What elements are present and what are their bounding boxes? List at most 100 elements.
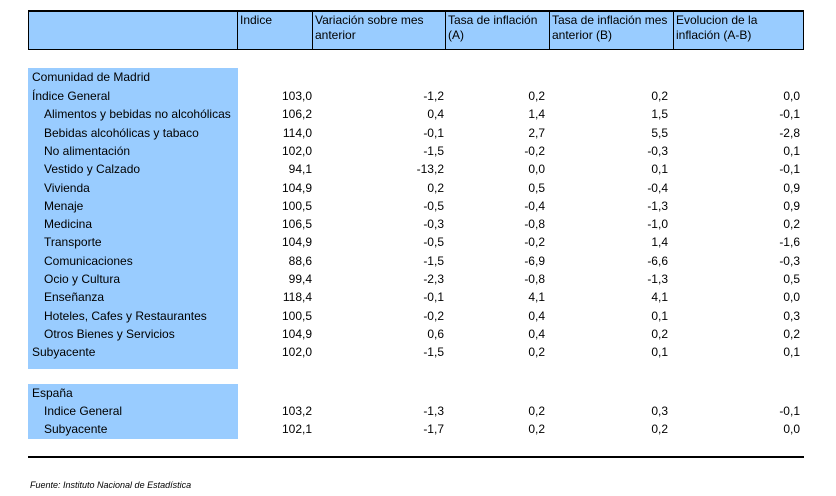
espana-row: Indice General 103,2 -1,3 0,2 0,3 -0,1 <box>0 402 836 420</box>
row-value: -2,8 <box>779 125 800 140</box>
row-value: 0,2 <box>651 326 668 341</box>
espana-label-band <box>28 384 238 439</box>
row-value: 0,9 <box>783 198 800 213</box>
row-value: -1,2 <box>423 89 444 103</box>
row-value: 1,4 <box>528 107 545 122</box>
madrid-row: No alimentación 102,0 -1,5 -0,2 -0,3 0,1 <box>0 142 836 160</box>
row-value: -0,2 <box>524 235 545 250</box>
madrid-row: Transporte 104,9 -0,5 -0,2 1,4 -1,6 <box>0 233 836 251</box>
row-value: 0,2 <box>783 217 800 232</box>
madrid-row: Menaje 100,5 -0,5 -0,4 -1,3 0,9 <box>0 197 836 215</box>
row-value: 5,5 <box>651 125 668 140</box>
bottom-rule <box>28 456 804 458</box>
row-value: 0,1 <box>651 345 668 360</box>
row-value: 100,5 <box>281 308 312 323</box>
row-label: Índice General <box>32 89 111 103</box>
row-value: -0,1 <box>423 290 444 305</box>
row-value: -0,5 <box>423 198 444 213</box>
row-value: 0,9 <box>783 180 800 195</box>
row-value: 94,1 <box>288 162 312 177</box>
row-value: -6,6 <box>647 253 668 268</box>
row-value: 99,4 <box>288 272 312 286</box>
row-value: 0,5 <box>783 272 800 286</box>
source-note: Fuente: Instituto Nacional de Estadístic… <box>30 480 192 490</box>
row-value: 102,0 <box>281 143 312 158</box>
row-value: 0,0 <box>783 89 800 103</box>
espana-title-row: España <box>0 384 836 402</box>
table-header: Indice Variación sobre mes anterior Tasa… <box>28 12 804 50</box>
header-evolucion: Evolucion de la inflación (A-B) <box>674 12 803 49</box>
row-value: 0,4 <box>528 326 545 341</box>
row-value: 104,9 <box>281 235 312 250</box>
row-value: 104,9 <box>281 180 312 195</box>
row-label: Alimentos y bebidas no alcohólicas <box>44 107 231 122</box>
row-value: 102,0 <box>281 345 312 360</box>
row-label: Otros Bienes y Servicios <box>44 326 175 341</box>
row-value: 0,1 <box>783 143 800 158</box>
row-value: -0,3 <box>423 217 444 232</box>
row-value: -0,1 <box>779 107 800 122</box>
row-value: 0,4 <box>528 308 545 323</box>
madrid-row: Ocio y Cultura 99,4 -2,3 -0,8 -1,3 0,5 <box>0 270 836 288</box>
row-value: -1,5 <box>423 253 444 268</box>
row-value: 0,1 <box>783 345 800 360</box>
row-value: 88,6 <box>288 253 312 268</box>
row-value: -0,2 <box>524 143 545 158</box>
row-value: 0,3 <box>783 308 800 323</box>
row-label: Comunicaciones <box>44 253 133 268</box>
madrid-title-row: Comunidad de Madrid <box>0 68 836 86</box>
row-label: Vivienda <box>44 180 90 195</box>
madrid-row: Subyacente 102,0 -1,5 0,2 0,1 0,1 <box>0 343 836 361</box>
row-value: -1,6 <box>779 235 800 250</box>
header-tasa-b: Tasa de inflación mes anterior (B) <box>550 12 674 49</box>
row-label: Subyacente <box>32 345 96 360</box>
row-value: 0,5 <box>528 180 545 195</box>
madrid-row: Medicina 106,5 -0,3 -0,8 -1,0 0,2 <box>0 215 836 233</box>
row-value: -13,2 <box>416 162 444 177</box>
row-value: -0,8 <box>524 272 545 286</box>
madrid-row: Vestido y Calzado 94,1 -13,2 0,0 0,1 -0,1 <box>0 160 836 178</box>
header-indice: Indice <box>238 12 313 49</box>
row-value: 4,1 <box>528 290 545 305</box>
row-label: Transporte <box>44 235 102 250</box>
row-label: No alimentación <box>44 143 131 158</box>
row-value: 103,2 <box>281 404 312 418</box>
row-label: Menaje <box>44 198 84 213</box>
row-value: 0,2 <box>427 180 444 195</box>
row-label: Vestido y Calzado <box>44 162 141 177</box>
madrid-row: Índice General 103,0 -1,2 0,2 0,2 0,0 <box>0 87 836 105</box>
row-value: -1,5 <box>423 143 444 158</box>
row-value: 0,2 <box>651 422 668 437</box>
row-value: 2,7 <box>528 125 545 140</box>
row-value: 0,2 <box>528 422 545 437</box>
top-rule <box>28 10 804 12</box>
row-value: 106,5 <box>281 217 312 232</box>
row-value: 0,2 <box>528 89 545 103</box>
row-value: 0,2 <box>528 345 545 360</box>
row-value: 0,0 <box>528 162 545 177</box>
row-value: 0,3 <box>651 404 668 418</box>
header-variacion: Variación sobre mes anterior <box>313 12 446 49</box>
row-value: -0,1 <box>779 404 800 418</box>
row-label: Indice General <box>44 404 123 418</box>
row-value: -0,4 <box>524 198 545 213</box>
row-value: -0,4 <box>647 180 668 195</box>
madrid-row: Comunicaciones 88,6 -1,5 -6,9 -6,6 -0,3 <box>0 252 836 270</box>
row-label: Hoteles, Cafes y Restaurantes <box>44 308 207 323</box>
row-label: Bebidas alcohólicas y tabaco <box>44 125 199 140</box>
row-value: -6,9 <box>524 253 545 268</box>
madrid-title: Comunidad de Madrid <box>32 70 151 84</box>
row-value: -2,3 <box>423 272 444 286</box>
header-tasa-a: Tasa de inflación (A) <box>446 12 550 49</box>
row-value: 102,1 <box>281 422 312 437</box>
row-value: 103,0 <box>281 89 312 103</box>
row-value: 4,1 <box>651 290 668 305</box>
row-value: -0,5 <box>423 235 444 250</box>
row-value: 0,2 <box>651 89 668 103</box>
row-value: 0,1 <box>651 308 668 323</box>
row-value: -1,3 <box>423 404 444 418</box>
madrid-row: Hoteles, Cafes y Restaurantes 100,5 -0,2 0,… <box>0 307 836 325</box>
row-value: 0,4 <box>427 107 444 122</box>
row-value: 0,2 <box>528 404 545 418</box>
row-label: Enseñanza <box>44 290 105 305</box>
